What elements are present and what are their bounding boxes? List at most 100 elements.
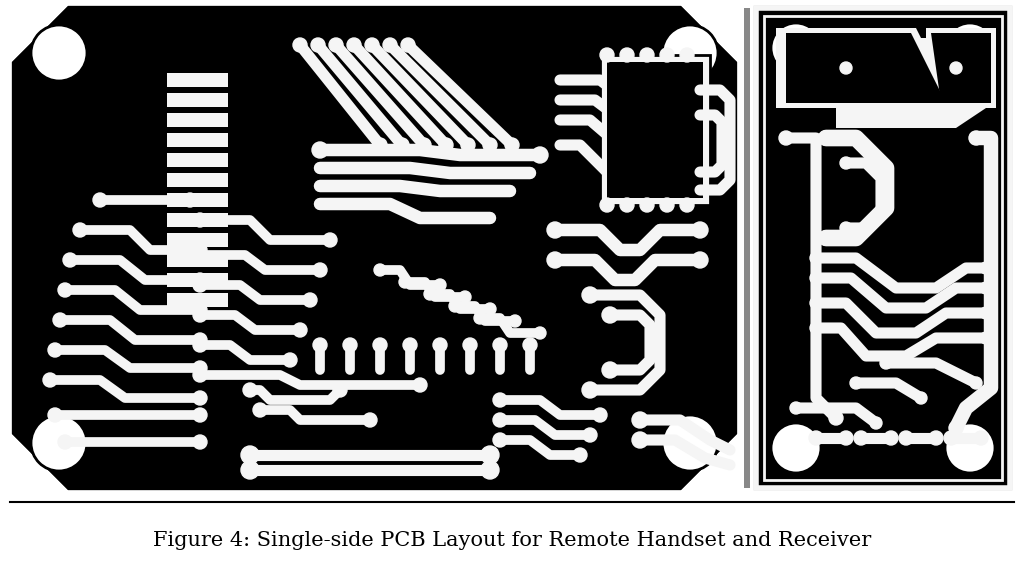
Polygon shape: [836, 58, 956, 128]
Circle shape: [193, 308, 207, 322]
Circle shape: [980, 307, 992, 319]
Circle shape: [662, 415, 718, 471]
Circle shape: [313, 338, 327, 352]
Bar: [193, 273, 228, 287]
Circle shape: [63, 253, 77, 267]
Circle shape: [840, 62, 852, 74]
Circle shape: [193, 391, 207, 405]
Circle shape: [484, 303, 496, 315]
Circle shape: [323, 233, 337, 247]
Circle shape: [293, 38, 307, 52]
Circle shape: [48, 408, 62, 422]
Circle shape: [829, 411, 843, 425]
Circle shape: [293, 323, 307, 337]
Circle shape: [880, 357, 892, 369]
Circle shape: [523, 338, 537, 352]
Circle shape: [509, 315, 521, 327]
Bar: [193, 233, 228, 247]
Circle shape: [481, 446, 499, 464]
Circle shape: [193, 435, 207, 449]
Circle shape: [602, 307, 618, 323]
Circle shape: [243, 383, 257, 397]
Circle shape: [401, 38, 415, 52]
Circle shape: [850, 377, 862, 389]
Circle shape: [303, 293, 317, 307]
Circle shape: [640, 48, 654, 62]
Circle shape: [493, 338, 507, 352]
Bar: [193, 73, 228, 87]
Bar: [167, 73, 203, 87]
Circle shape: [193, 408, 207, 422]
Circle shape: [403, 338, 417, 352]
Circle shape: [241, 446, 259, 464]
Circle shape: [193, 213, 207, 227]
Circle shape: [945, 423, 995, 473]
Circle shape: [193, 243, 207, 257]
Circle shape: [383, 38, 397, 52]
Circle shape: [365, 38, 379, 52]
Circle shape: [680, 198, 694, 212]
Circle shape: [949, 421, 963, 435]
Circle shape: [481, 461, 499, 479]
Circle shape: [980, 332, 992, 344]
Bar: [193, 293, 228, 307]
Circle shape: [810, 297, 822, 309]
Circle shape: [193, 248, 207, 262]
Bar: [167, 113, 203, 127]
Text: Figure 4: Single-side PCB Layout for Remote Handset and Receiver: Figure 4: Single-side PCB Layout for Rem…: [153, 531, 871, 550]
Circle shape: [483, 138, 497, 152]
Circle shape: [809, 431, 823, 445]
Circle shape: [48, 343, 62, 357]
Circle shape: [640, 198, 654, 212]
Circle shape: [505, 138, 519, 152]
Circle shape: [632, 412, 648, 428]
Circle shape: [840, 222, 852, 234]
Circle shape: [73, 223, 87, 237]
Bar: [193, 213, 228, 227]
Polygon shape: [926, 28, 996, 108]
Bar: [167, 153, 203, 167]
Circle shape: [193, 273, 207, 287]
Circle shape: [810, 272, 822, 284]
Circle shape: [193, 368, 207, 382]
Circle shape: [582, 382, 598, 398]
Circle shape: [362, 413, 377, 427]
Circle shape: [53, 313, 67, 327]
Circle shape: [810, 322, 822, 334]
Bar: [193, 173, 228, 187]
Circle shape: [413, 378, 427, 392]
Circle shape: [884, 431, 898, 445]
Circle shape: [193, 338, 207, 352]
Circle shape: [193, 333, 207, 347]
Circle shape: [573, 448, 587, 462]
Circle shape: [660, 48, 674, 62]
Circle shape: [547, 252, 563, 268]
Bar: [167, 293, 203, 307]
Polygon shape: [786, 33, 946, 103]
Circle shape: [660, 198, 674, 212]
Circle shape: [374, 264, 386, 276]
Polygon shape: [916, 38, 986, 128]
Bar: [167, 213, 203, 227]
Bar: [193, 133, 228, 147]
Circle shape: [662, 25, 718, 81]
Bar: [167, 253, 203, 267]
Circle shape: [399, 276, 411, 288]
Circle shape: [980, 282, 992, 294]
Circle shape: [373, 138, 387, 152]
Circle shape: [373, 338, 387, 352]
Circle shape: [602, 362, 618, 378]
Circle shape: [183, 193, 197, 207]
Circle shape: [93, 193, 106, 207]
Circle shape: [532, 147, 548, 163]
Circle shape: [493, 393, 507, 407]
Circle shape: [854, 431, 868, 445]
Circle shape: [449, 300, 461, 312]
Circle shape: [329, 38, 343, 52]
Circle shape: [680, 48, 694, 62]
Circle shape: [193, 361, 207, 375]
Circle shape: [945, 23, 995, 73]
Circle shape: [929, 431, 943, 445]
Circle shape: [31, 415, 87, 471]
Circle shape: [347, 38, 361, 52]
